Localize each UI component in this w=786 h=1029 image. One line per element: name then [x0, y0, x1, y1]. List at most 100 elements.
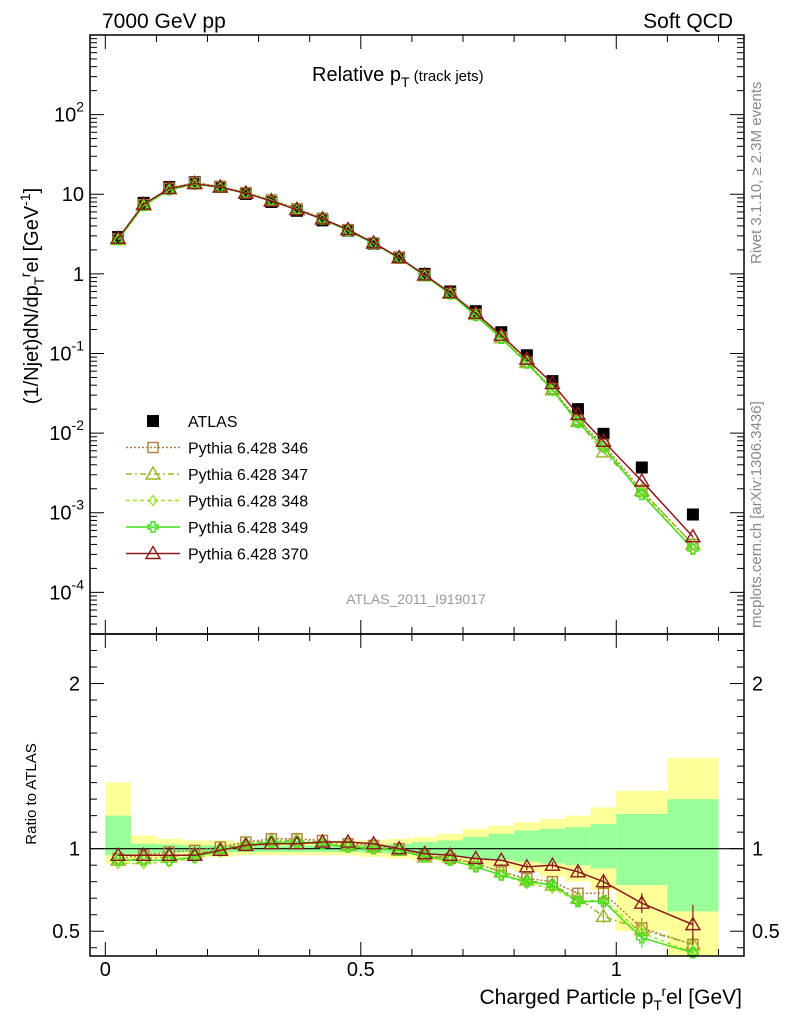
- data-point: [687, 543, 699, 555]
- ratio-y-tick-label-right: 0.5: [752, 921, 780, 943]
- ratio-point: [212, 841, 229, 857]
- legend-marker: [144, 465, 162, 480]
- legend-marker: [147, 441, 159, 454]
- x-tick-label: 0: [100, 959, 111, 981]
- ratio-series-line: [118, 841, 694, 954]
- ratio-point: [495, 869, 508, 881]
- stat-band-bin: [462, 837, 489, 859]
- data-point: [263, 192, 280, 207]
- data-point: [212, 178, 229, 193]
- data-point: [544, 375, 561, 390]
- legend: ATLAS Pythia 6.428 346 Pythia 6.428 347 Pyt…: [126, 414, 308, 564]
- rivet-version-label: Rivet 3.1.10, ≥ 2.3M events: [748, 82, 765, 265]
- main-panel-series: [109, 174, 702, 556]
- stat-band-bin: [667, 799, 719, 912]
- ratio-point: [633, 894, 651, 909]
- y-tick-label: 10-1: [49, 337, 84, 365]
- ratio-point: [569, 863, 587, 878]
- stat-band-bin: [514, 830, 540, 862]
- ratio-point: [467, 850, 484, 865]
- y-tick-label: 102: [54, 99, 84, 127]
- data-point: [493, 326, 510, 341]
- series-pythia-6-428-370: [109, 175, 702, 543]
- ratio-point: [339, 833, 357, 848]
- ratio-point: [365, 835, 382, 850]
- x-tick-label: 0.5: [347, 959, 375, 981]
- ratio-point: [263, 835, 280, 850]
- data-point: [314, 210, 331, 225]
- data-point: [160, 180, 178, 195]
- ratio-series-line: [118, 838, 694, 946]
- data-point: [633, 472, 651, 487]
- series-line: [117, 182, 694, 538]
- ratio-point: [493, 851, 510, 866]
- stat-band-bin: [565, 827, 591, 866]
- ratio-series-line: [118, 841, 694, 926]
- stat-band-bin: [590, 823, 617, 869]
- data-point: [569, 405, 587, 421]
- collision-energy-label: 7000 GeV pp: [102, 10, 226, 33]
- series-line: [117, 181, 694, 545]
- ratio-y-tick-label-right: 2: [752, 674, 763, 696]
- data-point: [416, 266, 433, 281]
- data-point: [684, 528, 702, 543]
- ratio-y-tick-label: 0.5: [52, 921, 80, 943]
- x-axis-label: Charged Particle pTrel [GeV]: [479, 983, 742, 1013]
- y-tick-label: 10-3: [49, 497, 84, 525]
- ratio-point: [595, 873, 612, 888]
- legend-entry: Pythia 6.428 347: [126, 465, 308, 484]
- ratio-point: [441, 846, 459, 861]
- data-point: [109, 229, 127, 244]
- data-point: [686, 508, 699, 521]
- legend-marker: [147, 521, 159, 533]
- data-point: [518, 350, 536, 365]
- data-point: [595, 432, 612, 447]
- data-point: [186, 175, 203, 190]
- ratio-point: [470, 861, 482, 873]
- data-point: [365, 234, 382, 249]
- data-point: [390, 249, 408, 264]
- y-tick-label: 10-2: [49, 417, 84, 445]
- ratio-point: [109, 846, 127, 861]
- ratio-y-axis-label: Ratio to ATLAS: [23, 743, 40, 844]
- ratio-y-tick-label-right: 1: [752, 839, 763, 861]
- legend-marker: [144, 545, 162, 560]
- ratio-point: [636, 932, 648, 944]
- main-panel-ticks: 102 10 1 10-1 10-2 10-3 10-4: [49, 35, 744, 635]
- ratio-series-line: [118, 841, 694, 954]
- data-point: [112, 233, 124, 246]
- legend-entry: ATLAS: [147, 414, 238, 431]
- ratio-point: [467, 855, 484, 870]
- ratio-point: [493, 863, 510, 878]
- ratio-point: [186, 846, 203, 861]
- ratio-point: [595, 907, 612, 923]
- main-panel-frame: [89, 34, 745, 635]
- ratio-point: [684, 916, 702, 931]
- ratio-point: [597, 895, 610, 908]
- ratio-point: [544, 856, 561, 871]
- legend-label: Pythia 6.428 346: [188, 441, 308, 458]
- ratio-point: [135, 846, 152, 861]
- plot-title: Relative pT (track jets): [312, 64, 484, 90]
- data-point: [367, 237, 380, 250]
- ratio-point: [160, 846, 178, 861]
- data-point: [636, 488, 648, 501]
- data-point: [684, 536, 702, 551]
- data-point: [342, 224, 354, 237]
- legend-label: Pythia 6.428 349: [188, 520, 308, 537]
- legend-entry: Pythia 6.428 370: [126, 545, 308, 564]
- data-point: [597, 441, 610, 453]
- data-point: [237, 184, 255, 199]
- ratio-point: [237, 836, 255, 852]
- ratio-point: [687, 946, 699, 959]
- ratio-point: [416, 845, 433, 860]
- ratio-y-tick-label: 2: [69, 674, 80, 696]
- ratio-point: [390, 840, 408, 855]
- data-point: [572, 416, 584, 429]
- ratio-point: [546, 879, 559, 891]
- ratio-panel-series: [109, 832, 702, 959]
- ratio-point: [288, 835, 306, 850]
- data-point: [418, 269, 431, 282]
- data-point: [288, 201, 306, 216]
